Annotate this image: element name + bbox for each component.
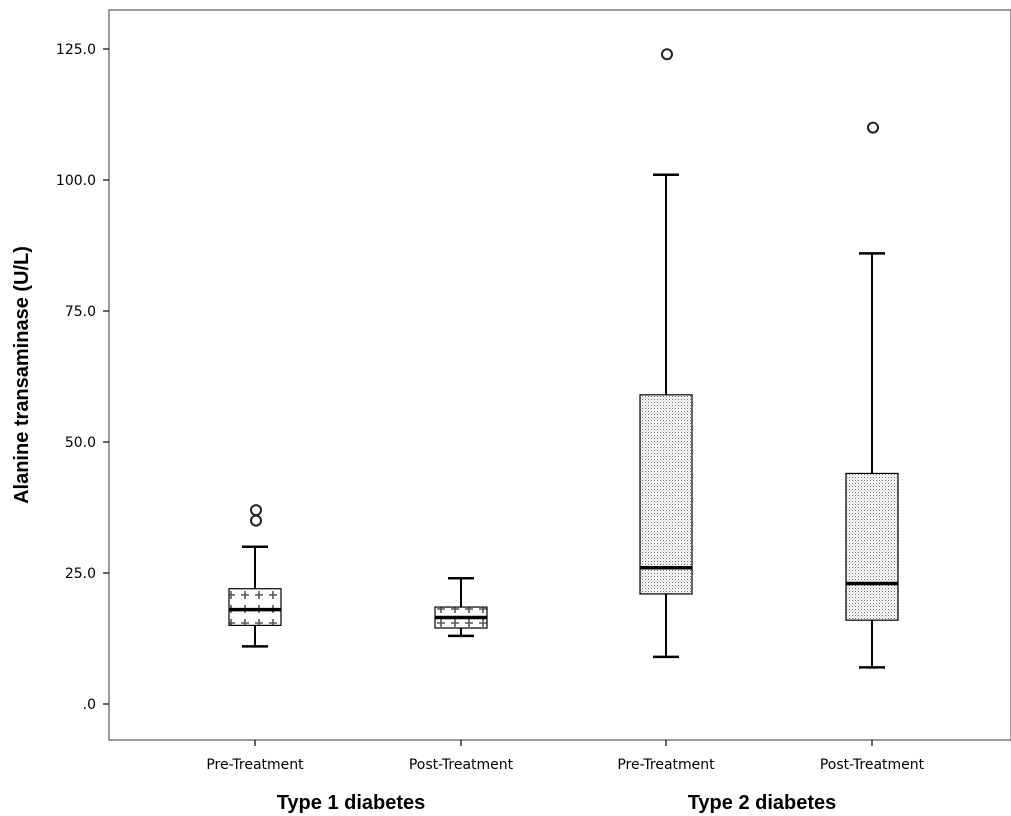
category-label: Pre-Treatment: [617, 757, 715, 773]
box-layer: [228, 48, 899, 669]
y-axis-label: Alanine transaminase (U/L): [11, 246, 33, 504]
y-tick-label: 75.0: [65, 304, 96, 320]
box-type1-post: [434, 576, 488, 638]
outlier-point: [250, 514, 262, 527]
box-type1-pre: [228, 504, 282, 648]
outlier-point: [250, 504, 262, 517]
category-label: Post-Treatment: [820, 757, 925, 773]
group-label: Type 2 diabetes: [688, 792, 837, 814]
plot-frame: [108, 9, 1011, 741]
y-tick-label: .0: [83, 697, 96, 713]
iqr-box: [228, 588, 282, 626]
y-tick-label: 25.0: [65, 566, 96, 582]
y-axis: .0 25.0 50.0 75.0 100.0 125.0: [56, 42, 109, 713]
iqr-box: [845, 472, 899, 621]
outlier-point: [867, 121, 879, 134]
y-tick-label: 100.0: [56, 173, 96, 189]
y-tick-label: 125.0: [56, 42, 96, 58]
group-label: Type 1 diabetes: [277, 792, 426, 814]
iqr-box: [639, 394, 693, 595]
y-tick-label: 50.0: [65, 435, 96, 451]
outlier-point: [661, 48, 673, 61]
category-label: Pre-Treatment: [206, 757, 304, 773]
x-axis-labels: Pre-Treatment Post-Treatment Type 1 diabet…: [206, 740, 925, 814]
box-type2-post: [845, 121, 899, 669]
box-type2-pre: [639, 48, 693, 659]
category-label: Post-Treatment: [409, 757, 514, 773]
